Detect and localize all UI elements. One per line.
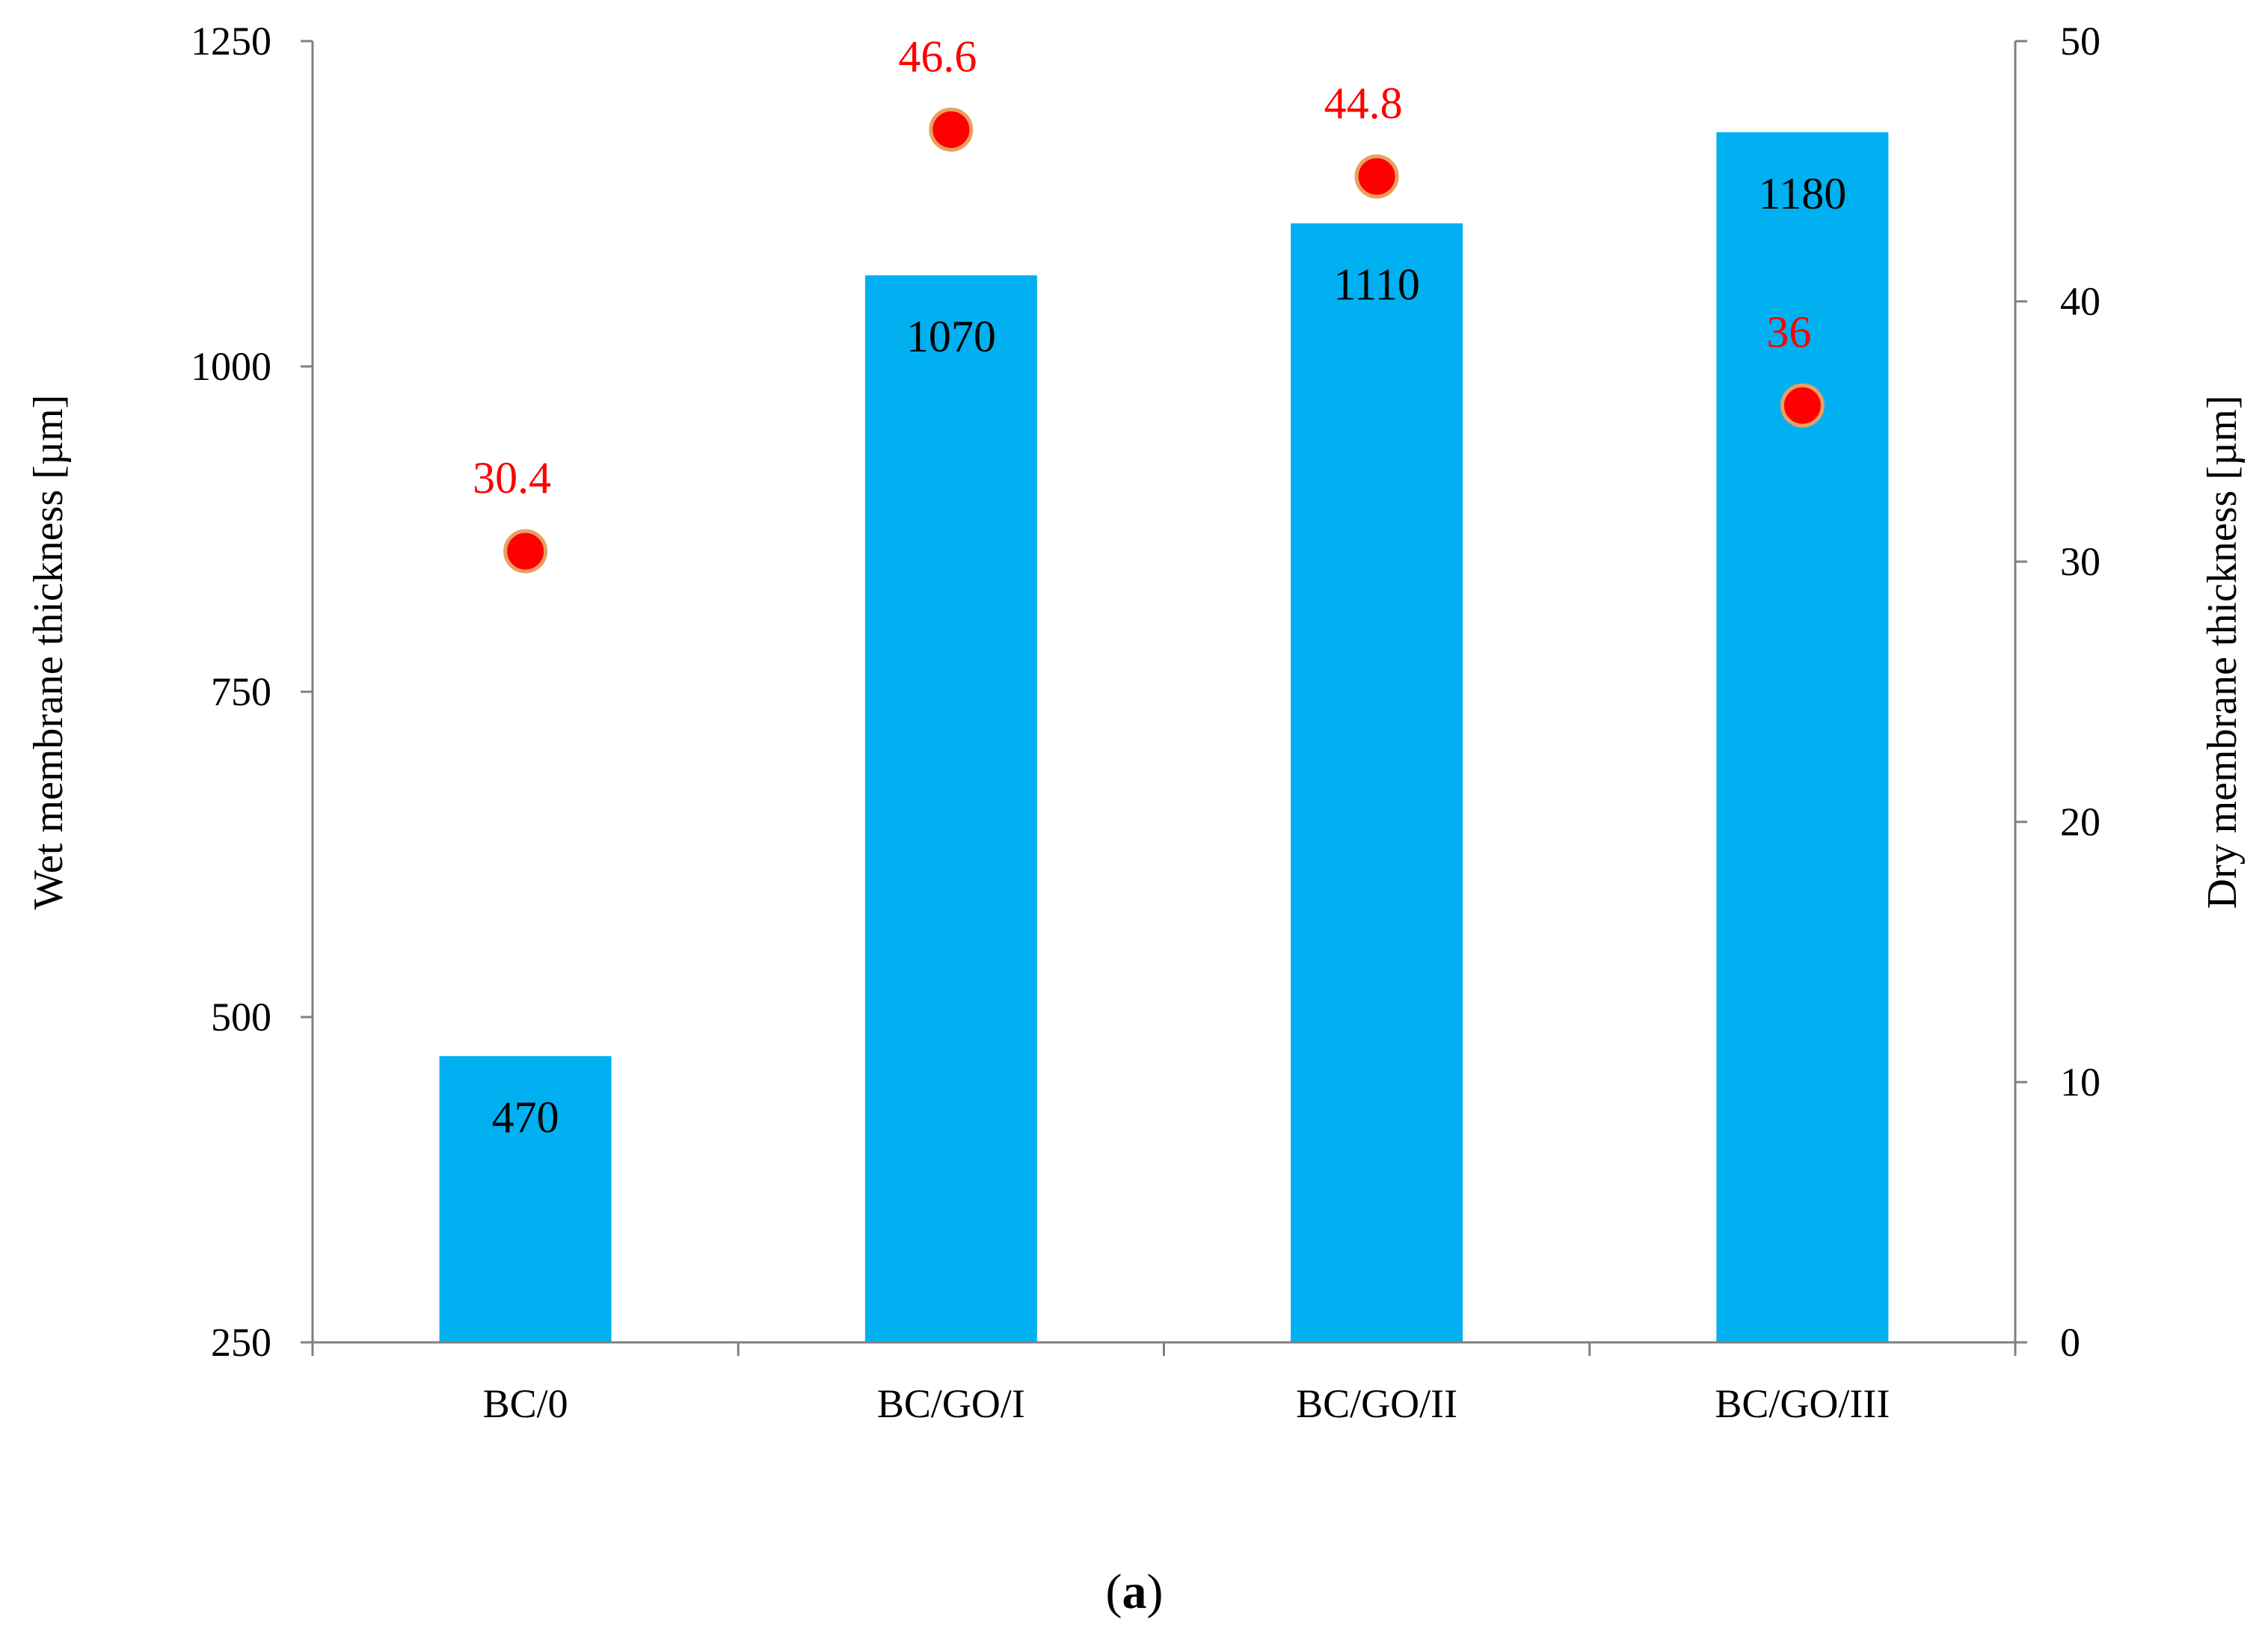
scatter-series	[503, 107, 1825, 574]
bar-data-labels: 470 1070 1110 1180	[492, 169, 1847, 1142]
x-tick-label-4: BC/GO/III	[1715, 1381, 1890, 1426]
x-axis-ticks: BC/0 BC/GO/I BC/GO/II BC/GO/III	[311, 1342, 2017, 1426]
point-value-label-4: 36	[1766, 307, 1811, 357]
dry-thickness-point-1	[503, 529, 548, 574]
bar-series	[439, 132, 1889, 1343]
bar-value-label-3: 1110	[1333, 260, 1420, 310]
right-y-tick-label-30: 30	[2060, 539, 2100, 584]
dry-thickness-point-2	[929, 107, 974, 152]
bar-2	[864, 275, 1037, 1343]
bar-1	[439, 1056, 612, 1342]
right-y-tick-label-10: 10	[2060, 1060, 2100, 1105]
x-tick-label-1: BC/0	[483, 1381, 568, 1426]
x-tick-label-2: BC/GO/I	[877, 1381, 1025, 1426]
left-y-tick-label-1000: 1000	[191, 344, 271, 389]
left-y-tick-label-500: 500	[211, 995, 271, 1039]
bar-value-label-4: 1180	[1758, 169, 1846, 218]
right-y-tick-label-20: 20	[2060, 799, 2100, 844]
right-y-axis-title: Dry membrane thickness [µm]	[2199, 396, 2246, 909]
left-y-tick-label-750: 750	[211, 669, 271, 714]
left-y-axis-title: Wet membrane thickness [µm]	[25, 395, 72, 910]
bar-4	[1716, 132, 1889, 1342]
dry-thickness-point-4	[1780, 383, 1825, 428]
dry-thickness-point-3	[1354, 154, 1399, 199]
right-y-axis-ticks: 0 10 20 30 40 50	[2015, 19, 2100, 1365]
right-y-tick-label-50: 50	[2060, 19, 2100, 64]
point-value-label-1: 30.4	[473, 453, 551, 503]
x-tick-label-3: BC/GO/II	[1296, 1381, 1457, 1426]
panel-label: (a)	[1106, 1564, 1164, 1619]
left-y-tick-label-1250: 1250	[191, 19, 271, 64]
point-value-label-2: 46.6	[898, 31, 977, 81]
bar-value-label-2: 1070	[906, 312, 996, 361]
scatter-data-labels: 30.4 46.6 44.8 36	[473, 31, 1811, 503]
right-y-tick-label-0: 0	[2060, 1320, 2080, 1365]
right-y-tick-label-40: 40	[2060, 279, 2100, 324]
bar-value-label-1: 470	[492, 1093, 559, 1142]
bar-3	[1291, 223, 1463, 1343]
point-value-label-3: 44.8	[1324, 79, 1403, 128]
left-y-tick-label-250: 250	[211, 1320, 271, 1365]
left-y-axis-ticks: 250 500 750 1000 1250	[191, 19, 313, 1365]
